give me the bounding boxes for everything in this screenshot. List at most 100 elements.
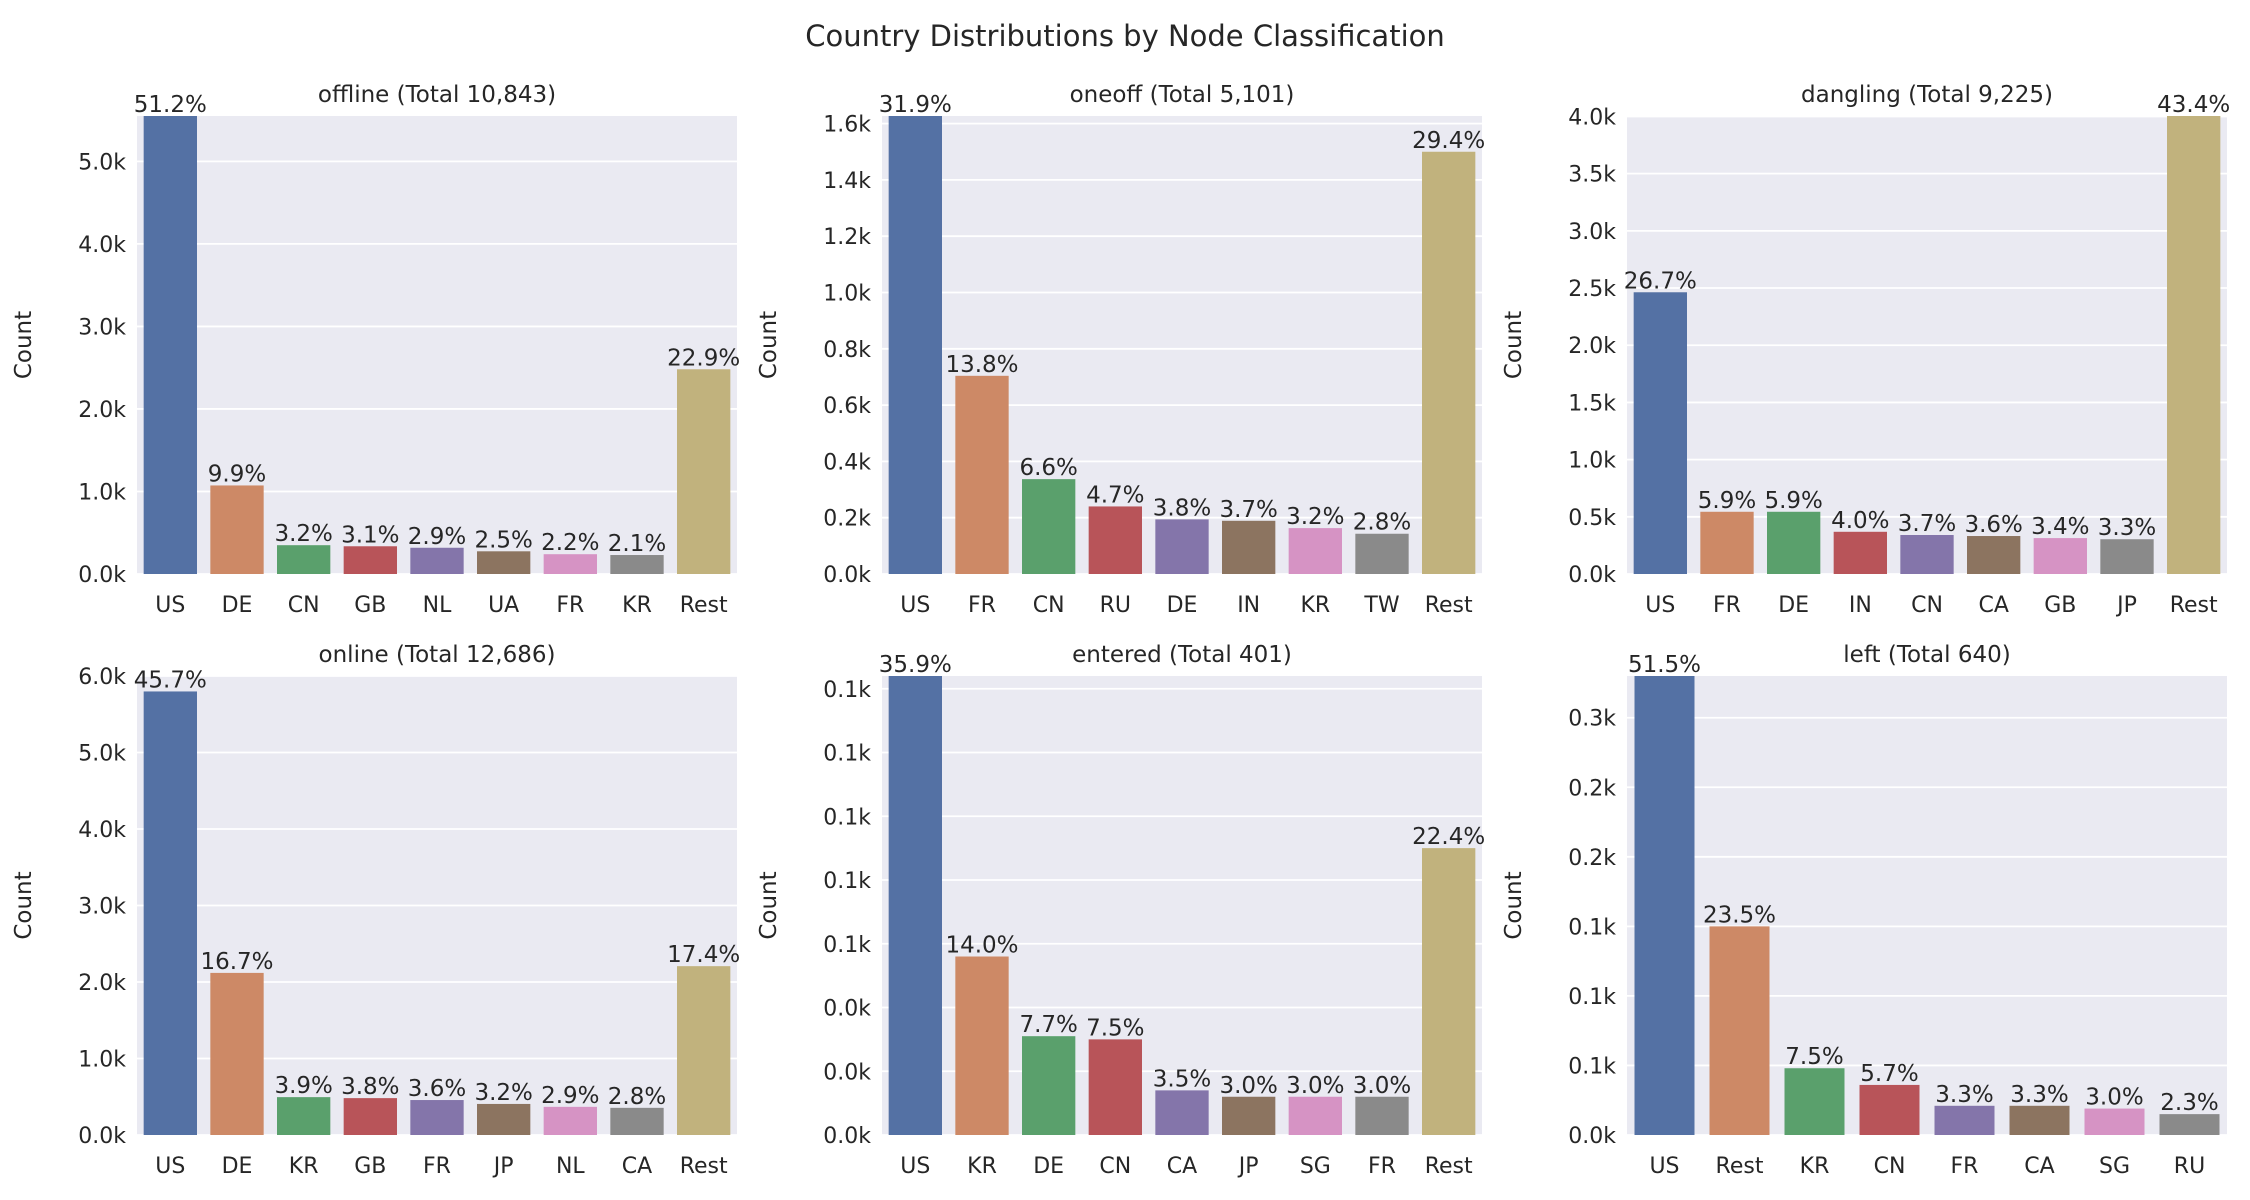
chart-panels: 0.0k 1.0k 2.0k 3.0k 4.0k 5.0k 51.2% US 9.9% DE 3.2… xyxy=(11,82,2230,1179)
data-label: 17.4% xyxy=(667,942,740,968)
xtick-label: Rest xyxy=(1716,1154,1764,1179)
xtick-label: CN xyxy=(288,593,320,618)
bar-cn xyxy=(1859,1084,1920,1135)
data-label: 3.3% xyxy=(2010,1082,2068,1108)
xtick-label: CA xyxy=(2024,1154,2054,1179)
bar-rest xyxy=(2167,116,2221,574)
data-label: 3.0% xyxy=(2085,1085,2143,1111)
ytick-label: 0.0k xyxy=(823,997,871,1022)
data-label: 3.3% xyxy=(2098,515,2156,541)
ytick-label: 3.5k xyxy=(1568,163,1616,188)
bar-rest xyxy=(677,966,731,1135)
bar-in xyxy=(1222,520,1276,574)
xtick-label: KR xyxy=(622,593,652,618)
xtick-label: FR xyxy=(423,1154,451,1179)
bar-de xyxy=(1155,519,1209,574)
bar-kr xyxy=(1288,528,1342,574)
y-axis-label: Count xyxy=(1501,871,1527,939)
data-label: 2.3% xyxy=(2160,1090,2218,1116)
chart-panel-5: 0.0k 0.1k 0.1k 0.1k 0.2k 0.2k 0.3k 51.5% US 23.5%… xyxy=(1501,642,2227,1179)
chart-panel-4: 0.0k 0.0k 0.0k 0.1k 0.1k 0.1k 0.1k 0.1k 35.9% US 1… xyxy=(756,642,1485,1179)
xtick-label: JP xyxy=(2115,593,2137,618)
xtick-label: FR xyxy=(1713,593,1741,618)
data-label: 43.4% xyxy=(2157,92,2230,118)
bar-kr xyxy=(1784,1068,1845,1135)
chart-panel-2: 0.0k 0.5k 1.0k 1.5k 2.0k 2.5k 3.0k 3.5k 4.0k 26.7… xyxy=(1501,82,2230,618)
bar-nl xyxy=(543,1106,597,1135)
data-label: 7.5% xyxy=(1086,1015,1144,1041)
ytick-label: 5.0k xyxy=(78,150,126,175)
ytick-label: 1.5k xyxy=(1568,391,1616,416)
xtick-label: FR xyxy=(1951,1154,1979,1179)
panel-title: offline (Total 10,843) xyxy=(318,82,556,108)
bar-cn xyxy=(1022,479,1076,574)
xtick-label: GB xyxy=(354,593,386,618)
bar-ca xyxy=(1967,536,2021,574)
ytick-label: 2.0k xyxy=(78,971,126,996)
bar-ru xyxy=(2159,1114,2220,1135)
data-label: 3.8% xyxy=(341,1074,399,1100)
bar-rest xyxy=(677,369,731,574)
ytick-label: 1.0k xyxy=(78,1048,126,1073)
y-axis-label: Count xyxy=(11,311,37,379)
data-label: 3.2% xyxy=(1286,504,1344,530)
data-label: 3.3% xyxy=(1935,1082,1993,1108)
xtick-label: NL xyxy=(423,593,452,618)
data-label: 3.7% xyxy=(1219,497,1277,523)
ytick-label: 0.2k xyxy=(823,507,871,532)
xtick-label: Rest xyxy=(1425,593,1473,618)
ytick-label: 2.0k xyxy=(78,398,126,423)
xtick-label: US xyxy=(900,1154,930,1179)
bar-de xyxy=(1767,511,1821,574)
data-label: 13.8% xyxy=(945,352,1018,378)
ytick-label: 3.0k xyxy=(78,315,126,340)
bar-jp xyxy=(1222,1096,1276,1135)
data-label: 3.2% xyxy=(474,1080,532,1106)
xtick-label: CN xyxy=(1099,1154,1131,1179)
xtick-label: KR xyxy=(1800,1154,1830,1179)
bar-fr xyxy=(1934,1105,1995,1135)
ytick-label: 0.1k xyxy=(823,805,871,830)
xtick-label: CA xyxy=(1978,593,2008,618)
y-axis-label: Count xyxy=(756,311,782,379)
xtick-label: FR xyxy=(1368,1154,1396,1179)
bar-gb xyxy=(343,546,397,574)
bar-rest xyxy=(1709,926,1770,1135)
ytick-label: 6.0k xyxy=(78,665,126,690)
xtick-label: IN xyxy=(1237,593,1260,618)
xtick-label: US xyxy=(155,593,185,618)
bar-us xyxy=(1634,676,1695,1135)
data-label: 4.7% xyxy=(1086,482,1144,508)
xtick-label: JP xyxy=(492,1154,514,1179)
ytick-label: 1.2k xyxy=(823,225,871,250)
bar-us xyxy=(1633,292,1687,574)
bar-fr xyxy=(410,1100,464,1135)
bar-cn xyxy=(1088,1039,1142,1135)
xtick-label: DE xyxy=(1778,593,1809,618)
data-label: 35.9% xyxy=(879,652,952,678)
ytick-label: 4.0k xyxy=(78,233,126,258)
bar-fr xyxy=(955,375,1009,574)
bar-kr xyxy=(610,555,664,574)
ytick-label: 0.0k xyxy=(823,1124,871,1149)
data-label: 22.4% xyxy=(1412,824,1485,850)
data-label: 3.7% xyxy=(1898,511,1956,537)
ytick-label: 0.0k xyxy=(823,1060,871,1085)
xtick-label: SG xyxy=(1300,1154,1331,1179)
bar-cn xyxy=(277,545,331,574)
data-label: 4.0% xyxy=(1831,508,1889,534)
chart-panel-3: 0.0k 1.0k 2.0k 3.0k 4.0k 5.0k 6.0k 45.7% US 16.7%… xyxy=(11,642,740,1179)
data-label: 3.0% xyxy=(1286,1073,1344,1099)
bar-jp xyxy=(477,1103,531,1135)
data-label: 2.1% xyxy=(608,531,666,557)
bar-de xyxy=(210,972,264,1135)
data-label: 3.8% xyxy=(1153,495,1211,521)
ytick-label: 3.0k xyxy=(1568,220,1616,245)
y-axis-label: Count xyxy=(756,871,782,939)
bar-gb xyxy=(2033,538,2087,574)
ytick-label: 2.5k xyxy=(1568,277,1616,302)
ytick-label: 5.0k xyxy=(78,742,126,767)
xtick-label: KR xyxy=(1300,593,1330,618)
data-label: 22.9% xyxy=(667,345,740,371)
